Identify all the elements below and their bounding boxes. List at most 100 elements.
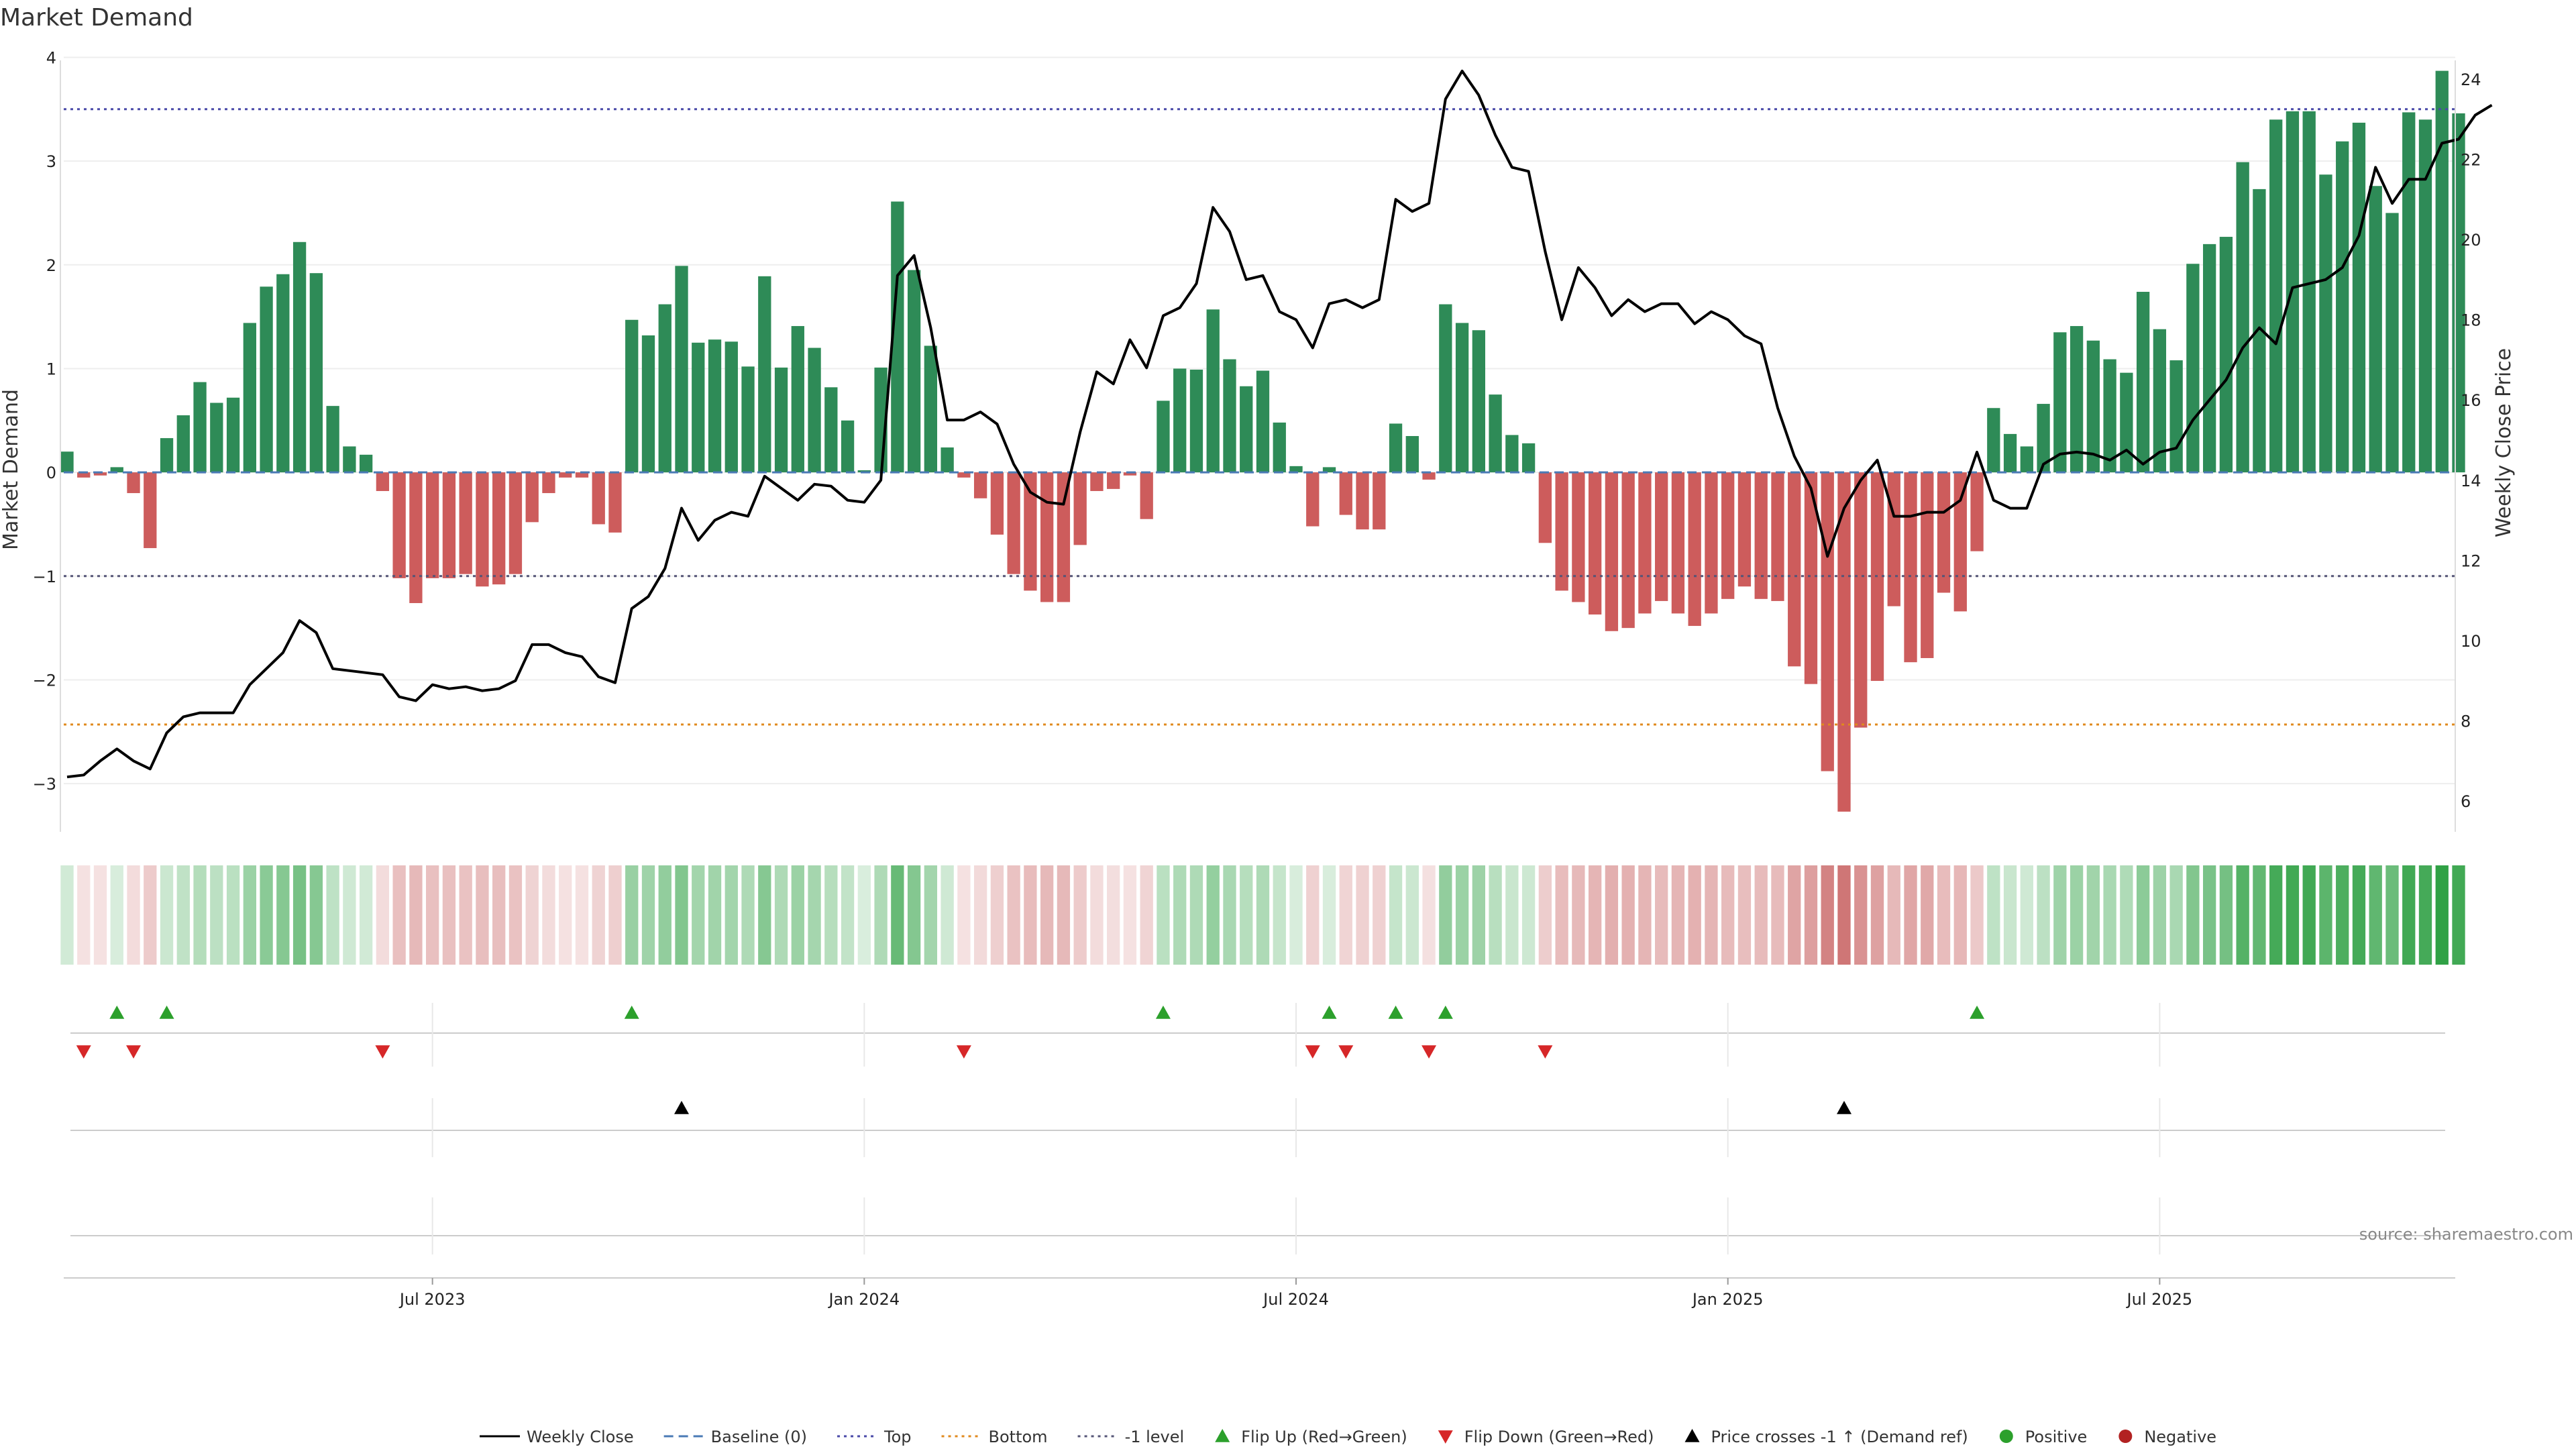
heat-cell xyxy=(326,865,339,965)
demand-bar xyxy=(1837,472,1851,812)
demand-bar xyxy=(1688,472,1701,627)
demand-bar xyxy=(1107,472,1120,489)
demand-bar xyxy=(1322,467,1336,473)
heat-cell xyxy=(1273,865,1286,965)
heat-cell xyxy=(2219,865,2233,965)
demand-bar xyxy=(2136,292,2150,473)
demand-bar xyxy=(1489,394,1502,473)
heat-cell xyxy=(741,865,755,965)
demand-bar xyxy=(1904,472,1917,663)
heat-cell xyxy=(1057,865,1071,965)
heat-cell xyxy=(226,865,240,965)
heat-cell xyxy=(641,865,655,965)
demand-bar xyxy=(1572,472,1585,602)
heat-cell xyxy=(127,865,140,965)
heat-cell xyxy=(1472,865,1485,965)
flip-up-marker xyxy=(1970,1006,1985,1019)
demand-bar xyxy=(326,406,339,473)
demand-bar xyxy=(641,335,655,473)
heat-cell xyxy=(2070,865,2084,965)
flip-up-marker xyxy=(624,1006,639,1019)
demand-bar xyxy=(542,472,555,494)
y2-axis-label: Weekly Close Price xyxy=(2492,348,2516,537)
demand-bar xyxy=(1339,472,1352,515)
demand-bar xyxy=(625,319,639,473)
demand-bar xyxy=(2003,433,2017,473)
demand-bar xyxy=(2020,446,2033,473)
demand-bar xyxy=(2319,174,2332,473)
demand-bar xyxy=(1771,472,1784,601)
heat-cell xyxy=(692,865,705,965)
heat-cell xyxy=(1040,865,1054,965)
heat-cell xyxy=(359,865,373,965)
demand-bar xyxy=(1987,408,2000,473)
heat-cell xyxy=(1024,865,1037,965)
y2-tick-label: 22 xyxy=(2461,150,2481,169)
demand-bar xyxy=(1754,472,1768,599)
y-tick-label: −2 xyxy=(33,671,56,690)
demand-bar xyxy=(1040,472,1054,602)
heat-cell xyxy=(575,865,589,965)
demand-bars xyxy=(60,70,2465,812)
heat-cell xyxy=(1455,865,1469,965)
legend-label-cross: Price crosses -1 ↑ (Demand ref) xyxy=(1711,1428,1968,1446)
heat-cell xyxy=(708,865,722,965)
heat-cell xyxy=(1173,865,1187,965)
heat-cell xyxy=(1921,865,1934,965)
demand-bar xyxy=(907,270,921,473)
flip-up-marker xyxy=(1388,1006,1403,1019)
demand-bar xyxy=(1821,472,1834,771)
heat-cell xyxy=(2435,865,2449,965)
demand-bar xyxy=(425,472,439,578)
axes: Jul 2023 Jan 2024 Jul 2024 Jan 2025 Jul 2025… xyxy=(33,48,2481,1309)
demand-bar xyxy=(210,402,223,473)
heat-cell xyxy=(1189,865,1203,965)
heat-cell xyxy=(2053,865,2067,965)
heat-cell xyxy=(1256,865,1270,965)
chart-title: Market Demand xyxy=(0,4,193,32)
demand-bar xyxy=(2418,119,2432,473)
heat-cell xyxy=(93,865,107,965)
demand-heat-strip xyxy=(60,865,2465,965)
demand-bar xyxy=(559,472,572,478)
heat-cell xyxy=(1987,865,2000,965)
heat-cell xyxy=(1322,865,1336,965)
demand-bar xyxy=(2352,122,2366,473)
price-cross-marker xyxy=(674,1101,690,1114)
heat-cell xyxy=(1489,865,1502,965)
demand-bar xyxy=(608,472,622,533)
legend-swatch-cross xyxy=(1684,1429,1700,1442)
legend: Weekly Close Baseline (0) Top Bottom -1 leve… xyxy=(480,1428,2216,1446)
y2-tick-label: 10 xyxy=(2461,632,2481,651)
demand-bar xyxy=(2269,119,2283,473)
heat-cell xyxy=(1422,865,1436,965)
heat-cell xyxy=(2037,865,2050,965)
heat-cell xyxy=(2186,865,2200,965)
demand-bar xyxy=(1937,472,1951,593)
heat-cell xyxy=(1688,865,1701,965)
demand-bar xyxy=(93,472,107,476)
heat-cell xyxy=(592,865,605,965)
heat-cell xyxy=(1073,865,1087,965)
heat-cell xyxy=(2352,865,2366,965)
demand-bar xyxy=(176,415,190,473)
y2-tick-label: 24 xyxy=(2461,70,2481,89)
demand-bar xyxy=(941,447,954,473)
demand-bar xyxy=(675,266,688,473)
heat-cell xyxy=(2103,865,2116,965)
legend-label-price: Weekly Close xyxy=(527,1428,634,1446)
heat-cell xyxy=(1705,865,1718,965)
heat-cell xyxy=(409,865,423,965)
y2-tick-label: 18 xyxy=(2461,311,2481,330)
heat-cell xyxy=(2253,865,2266,965)
demand-bar xyxy=(1439,304,1452,473)
legend-label-negative: Negative xyxy=(2144,1428,2216,1446)
y-tick-label: 1 xyxy=(46,360,56,378)
demand-bar xyxy=(990,472,1004,535)
heat-cell xyxy=(758,865,771,965)
heat-cell xyxy=(292,865,307,965)
demand-bar xyxy=(741,366,755,473)
heat-cell xyxy=(990,865,1004,965)
heat-cell xyxy=(1373,865,1386,965)
demand-bar xyxy=(575,472,589,478)
